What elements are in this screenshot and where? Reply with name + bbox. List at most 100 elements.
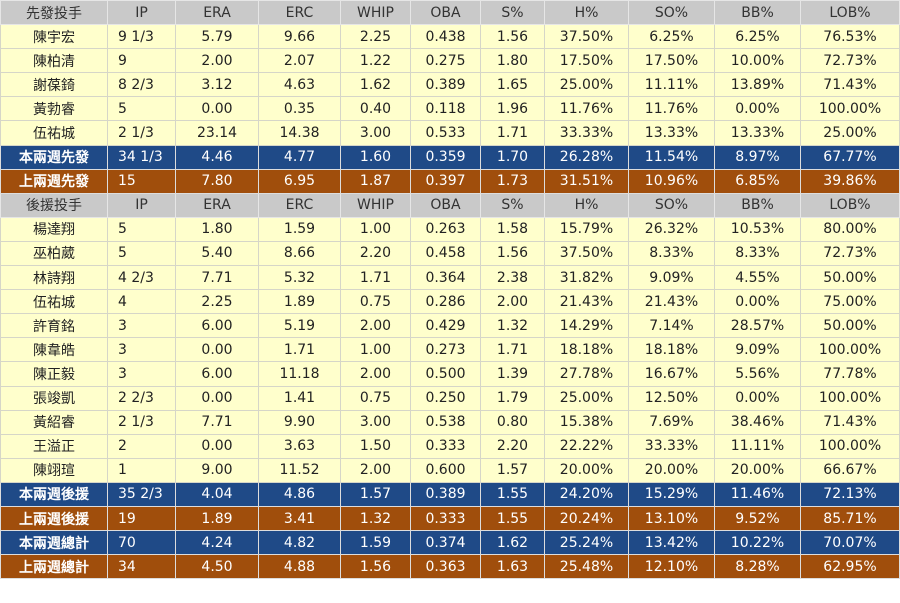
stat-cell: 0.40	[340, 96, 411, 122]
table-row: 許育銘 3 6.00 5.19 2.00 0.429 1.32 14.29% 7.14% 28.5…	[0, 313, 900, 339]
stat-cell: 15.79%	[544, 216, 629, 242]
header-cell: H%	[544, 192, 629, 218]
stat-cell: 1.56	[480, 24, 545, 50]
row-label: 陳宇宏	[0, 24, 108, 50]
stat-cell: 8.33%	[628, 240, 715, 267]
stat-cell: 0.273	[410, 337, 481, 363]
header-cell: SO%	[628, 192, 715, 218]
stat-cell: 3.41	[258, 505, 341, 532]
stat-cell: 11.76%	[544, 96, 629, 122]
stat-cell: 100.00%	[800, 96, 900, 122]
table-row: 陳正毅 3 6.00 11.18 2.00 0.500 1.39 27.78% 16.67% 5.…	[0, 361, 900, 387]
stat-cell: 20.00%	[714, 457, 801, 483]
row-label: 林詩翔	[0, 265, 108, 291]
row-label: 黃紹睿	[0, 409, 108, 435]
table-row: 陳宇宏 9 1/3 5.79 9.66 2.25 0.438 1.56 37.50% 6.25%…	[0, 24, 900, 50]
stat-cell: 5.40	[175, 240, 259, 267]
stat-cell: 18.18%	[544, 337, 629, 363]
header-cell: IP	[107, 0, 176, 26]
row-label: 許育銘	[0, 313, 108, 339]
starter-header-row: 先發投手 IP ERA ERC WHIP OBA S% H% SO% BB% LOB%	[0, 0, 900, 26]
row-label: 伍祐城	[0, 289, 108, 315]
header-cell: WHIP	[340, 0, 411, 26]
stat-cell: 7.14%	[628, 313, 715, 339]
header-cell: ERC	[258, 0, 341, 26]
stat-cell: 1.58	[480, 216, 545, 242]
stat-cell: 5	[107, 216, 176, 242]
stat-cell: 0.00	[175, 385, 259, 411]
header-cell: LOB%	[800, 192, 900, 218]
stat-cell: 24.20%	[544, 481, 629, 507]
stat-cell: 0.533	[410, 120, 481, 146]
table-row: 陳柏清 9 2.00 2.07 1.22 0.275 1.80 17.50% 17.50% 10.…	[0, 48, 900, 74]
stat-cell: 1.63	[480, 554, 545, 580]
stat-cell: 2 1/3	[107, 409, 176, 435]
stat-cell: 9.00	[175, 457, 259, 483]
stat-cell: 13.10%	[628, 505, 715, 532]
stat-cell: 5.32	[258, 265, 341, 291]
stat-cell: 1.79	[480, 385, 545, 411]
stat-cell: 1.96	[480, 96, 545, 122]
stat-cell: 5	[107, 240, 176, 267]
stat-cell: 0.00%	[714, 289, 801, 315]
stat-cell: 1.56	[480, 240, 545, 267]
stat-cell: 0.00	[175, 433, 259, 459]
table-row: 伍祐城 2 1/3 23.14 14.38 3.00 0.533 1.71 33.33% 13.…	[0, 120, 900, 146]
stat-cell: 1.00	[340, 337, 411, 363]
stat-cell: 76.53%	[800, 24, 900, 50]
stat-cell: 1.55	[480, 481, 545, 507]
stat-cell: 1.32	[480, 313, 545, 339]
row-label: 上兩週總計	[0, 554, 108, 580]
stat-cell: 33.33%	[544, 120, 629, 146]
stat-cell: 1.56	[340, 554, 411, 580]
stat-cell: 21.43%	[544, 289, 629, 315]
stat-cell: 100.00%	[800, 385, 900, 411]
stat-cell: 1.89	[258, 289, 341, 315]
header-cell: SO%	[628, 0, 715, 26]
table-row: 張竣凱 2 2/3 0.00 1.41 0.75 0.250 1.79 25.00% 12.50…	[0, 385, 900, 411]
stat-cell: 70.07%	[800, 530, 900, 556]
stat-cell: 1.59	[258, 216, 341, 242]
stat-cell: 28.57%	[714, 313, 801, 339]
summary-row: 本兩週總計 70 4.24 4.82 1.59 0.374 1.62 25.24% 13.42%…	[0, 530, 900, 556]
stat-cell: 2.00	[175, 48, 259, 74]
stat-cell: 70	[107, 530, 176, 556]
stat-cell: 6.00	[175, 361, 259, 387]
header-cell: 先發投手	[0, 0, 108, 26]
stat-cell: 5.56%	[714, 361, 801, 387]
stat-cell: 8.28%	[714, 554, 801, 580]
stat-cell: 7.69%	[628, 409, 715, 435]
stat-cell: 0.35	[258, 96, 341, 122]
stat-cell: 9.66	[258, 24, 341, 50]
stat-cell: 0.00	[175, 337, 259, 363]
stat-cell: 66.67%	[800, 457, 900, 483]
stat-cell: 0.286	[410, 289, 481, 315]
stat-cell: 1.00	[340, 216, 411, 242]
stat-cell: 11.46%	[714, 481, 801, 507]
header-cell: OBA	[410, 192, 481, 218]
stat-cell: 25.48%	[544, 554, 629, 580]
stat-cell: 2.00	[480, 289, 545, 315]
stat-cell: 1.87	[340, 168, 411, 194]
stat-cell: 0.333	[410, 505, 481, 532]
stat-cell: 34	[107, 554, 176, 580]
stat-cell: 2.20	[340, 240, 411, 267]
stat-cell: 77.78%	[800, 361, 900, 387]
row-label: 巫柏葳	[0, 240, 108, 267]
table-row: 黃紹睿 2 1/3 7.71 9.90 3.00 0.538 0.80 15.38% 7.69%…	[0, 409, 900, 435]
stat-cell: 2.00	[340, 361, 411, 387]
row-label: 張竣凱	[0, 385, 108, 411]
table-row: 黃勃睿 5 0.00 0.35 0.40 0.118 1.96 11.76% 11.76% 0.0…	[0, 96, 900, 122]
stat-cell: 11.52	[258, 457, 341, 483]
stat-cell: 23.14	[175, 120, 259, 146]
stat-cell: 72.73%	[800, 240, 900, 267]
stat-cell: 62.95%	[800, 554, 900, 580]
header-cell: H%	[544, 0, 629, 26]
stat-cell: 1.55	[480, 505, 545, 532]
stat-cell: 50.00%	[800, 265, 900, 291]
stat-cell: 0.389	[410, 481, 481, 507]
stat-cell: 7.80	[175, 168, 259, 194]
stat-cell: 0.00	[175, 96, 259, 122]
stat-cell: 2.38	[480, 265, 545, 291]
stat-cell: 1.89	[175, 505, 259, 532]
